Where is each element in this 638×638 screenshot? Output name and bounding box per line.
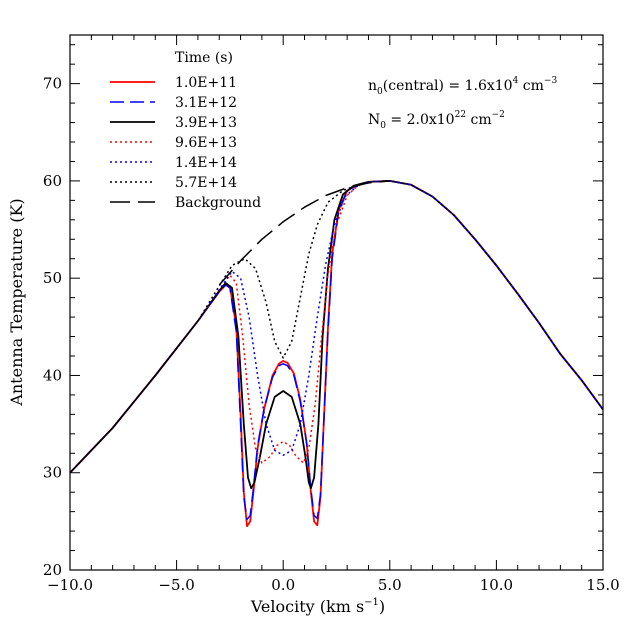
legend-title: Time (s)	[175, 50, 233, 66]
legend-label: 1.0E+11	[175, 75, 237, 91]
axis-ticks	[69, 35, 604, 571]
annotation-central-density: n0(central) = 1.6x104 cm−3	[368, 76, 557, 97]
x-tick-label: −5.0	[158, 576, 194, 594]
x-tick-label: 10.0	[480, 576, 513, 594]
legend-label: 3.9E+13	[175, 115, 237, 131]
series-line-7	[218, 180, 390, 286]
y-axis-title: Antenna Temperature (K)	[7, 198, 26, 406]
y-tick-label: 50	[43, 269, 62, 287]
y-tick-label: 70	[43, 75, 62, 93]
x-tick-label: 15.0	[586, 576, 619, 594]
legend-items: 1.0E+11 3.1E+12 3.9E+13 9.6E+13 1.4E+14 5.7E+…	[110, 75, 261, 211]
y-tick-label: 20	[43, 561, 62, 579]
tick-labels: −10.0 −5.0 0.0 5.0 10.0 15.0 20 30 40 50 60 70	[43, 75, 620, 594]
y-tick-label: 30	[43, 464, 62, 482]
series-line-2	[69, 180, 604, 521]
annotation-column-density: N0 = 2.0x1022 cm−2	[368, 110, 505, 131]
legend-label: 9.6E+13	[175, 135, 237, 151]
legend-label: Background	[175, 195, 261, 211]
x-tick-label: 5.0	[378, 576, 402, 594]
y-tick-label: 40	[43, 366, 62, 384]
series-line-4	[69, 180, 604, 474]
annotations: n0(central) = 1.6x104 cm−3 N0 = 2.0x1022…	[368, 76, 557, 131]
legend-label: 5.7E+14	[175, 175, 237, 191]
x-axis-title: Velocity (km s−1)	[250, 597, 385, 616]
x-tick-label: 0.0	[271, 576, 295, 594]
legend: Time (s) 1.0E+11 3.1E+12 3.9E+13 9.6E+13 1.4…	[110, 50, 261, 211]
y-tick-label: 60	[43, 172, 62, 190]
legend-label: 1.4E+14	[175, 155, 237, 171]
x-tick-label: −10.0	[47, 576, 93, 594]
plot-area	[69, 180, 604, 528]
series-line-5	[69, 180, 604, 474]
legend-label: 3.1E+12	[175, 95, 237, 111]
plot-frame	[69, 34, 604, 571]
